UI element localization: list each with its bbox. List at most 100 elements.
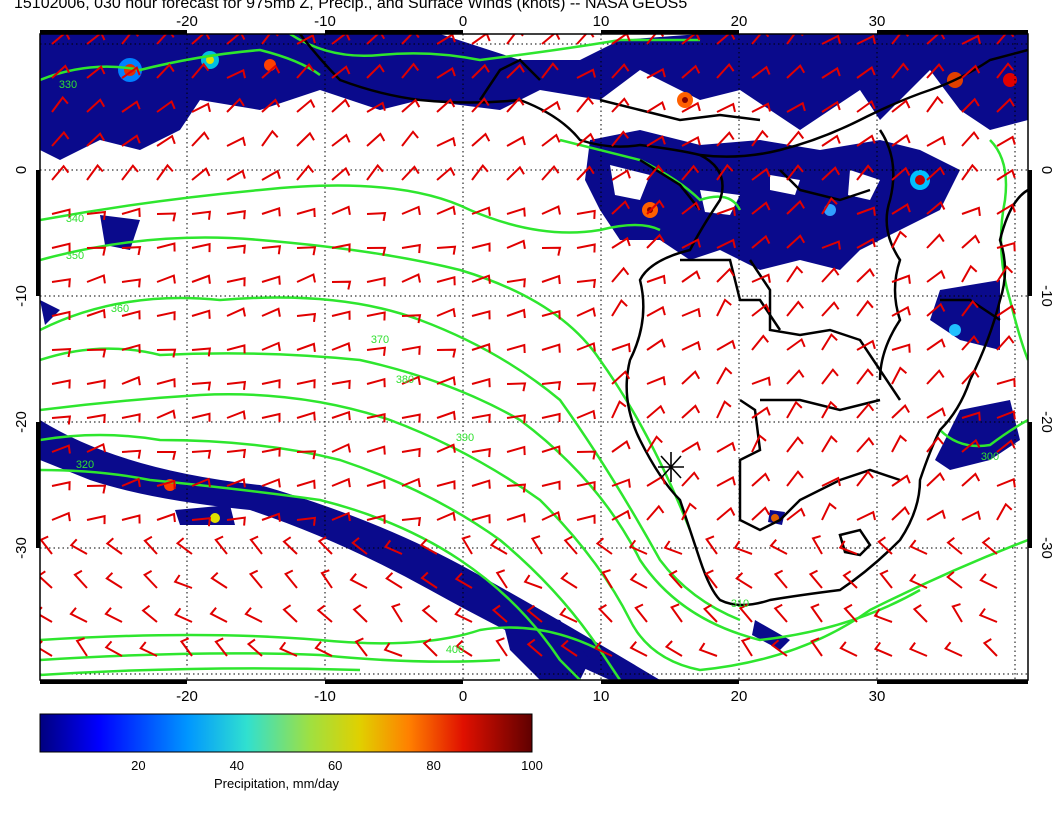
wind-barb xyxy=(996,62,1014,79)
wind-barb xyxy=(331,65,351,79)
wind-barb xyxy=(156,242,176,252)
wind-barb xyxy=(843,603,858,623)
wind-barb xyxy=(681,404,701,419)
wind-barb xyxy=(961,369,980,385)
wind-barb xyxy=(670,603,683,623)
wind-barb xyxy=(331,342,351,352)
wind-barb xyxy=(366,276,386,287)
wind-barb xyxy=(261,478,281,488)
wind-barb xyxy=(978,608,998,623)
lon-tick-label: 0 xyxy=(459,13,467,30)
wind-barb xyxy=(646,100,666,113)
wind-barb xyxy=(576,382,597,392)
wind-barb xyxy=(611,63,630,79)
wind-barb xyxy=(506,414,526,424)
wind-barb xyxy=(961,97,980,113)
wind-barb xyxy=(69,607,88,623)
wind-barb xyxy=(856,402,875,419)
wind-barb xyxy=(506,343,526,354)
wind-barb xyxy=(716,298,732,317)
wind-barb xyxy=(996,502,1013,521)
wind-barb xyxy=(331,410,351,421)
wind-barb xyxy=(681,201,701,215)
wind-barb xyxy=(842,570,858,589)
wind-barb xyxy=(681,64,701,79)
wind-barb xyxy=(471,132,491,147)
wind-barb xyxy=(982,638,998,657)
wind-barb xyxy=(226,136,246,147)
lat-tick-label: -30 xyxy=(13,537,30,559)
wind-barb xyxy=(156,34,175,45)
wind-barb xyxy=(191,210,212,220)
wind-barb xyxy=(296,164,315,181)
wind-barb xyxy=(401,165,420,181)
wind-barb xyxy=(541,343,561,353)
map-frame xyxy=(39,33,1029,681)
wind-barb xyxy=(738,603,753,623)
wind-barb xyxy=(366,445,386,455)
wind-barb xyxy=(401,447,421,458)
lat-tick-label: 0 xyxy=(1038,166,1055,174)
wind-barb xyxy=(366,63,385,79)
wind-barb xyxy=(646,475,666,487)
wind-barb xyxy=(156,378,176,388)
wind-barb xyxy=(401,130,419,147)
wind-barb xyxy=(104,640,123,657)
wind-barb xyxy=(961,64,981,79)
wind-barb xyxy=(681,270,701,283)
wind-barb xyxy=(646,67,666,79)
wind-barb xyxy=(191,477,211,488)
lat-tick-label: -20 xyxy=(1038,411,1055,433)
wind-barb xyxy=(821,301,840,317)
wind-barb xyxy=(926,509,946,521)
lon-tick-label: 0 xyxy=(459,688,467,705)
wind-barb xyxy=(926,407,946,419)
wind-barb xyxy=(354,637,368,657)
wind-barb xyxy=(996,168,1016,181)
wind-barb xyxy=(611,169,631,181)
wind-barb xyxy=(716,163,734,181)
wind-barb xyxy=(681,441,701,453)
wind-barb xyxy=(595,537,613,555)
wind-barb xyxy=(856,99,876,113)
wind-barb xyxy=(821,34,841,45)
wind-barb xyxy=(856,267,875,283)
contour-label: 320 xyxy=(76,459,94,471)
wind-barb xyxy=(611,400,627,419)
wind-barb xyxy=(926,269,946,283)
wind-barb xyxy=(996,477,1016,488)
wind-barb xyxy=(733,540,753,555)
wind-barb xyxy=(716,339,736,351)
wind-barb xyxy=(121,164,139,181)
wind-barb xyxy=(716,366,733,385)
wind-barb xyxy=(821,476,841,487)
latitude-labels-right: 0 -10 -20 -30 xyxy=(1038,166,1055,559)
wind-barbs xyxy=(40,34,1016,657)
wind-barb xyxy=(611,440,631,453)
wind-barb xyxy=(786,337,806,351)
wind-barb xyxy=(786,470,804,487)
wind-barb xyxy=(471,274,491,284)
wind-barb xyxy=(51,348,72,358)
lon-tick-label: 10 xyxy=(593,13,610,30)
wind-barb xyxy=(506,207,526,217)
wind-barb xyxy=(821,197,838,215)
wind-barb xyxy=(996,334,1015,351)
wind-barb xyxy=(86,246,107,256)
wind-barb xyxy=(209,607,228,623)
wind-barb xyxy=(839,641,858,657)
wind-barb xyxy=(716,267,735,283)
wind-barb xyxy=(506,382,527,392)
wind-barb xyxy=(773,603,788,623)
wind-barb xyxy=(981,536,998,555)
wind-barb xyxy=(716,506,736,521)
longitude-labels-bottom: -20 -10 0 10 20 30 xyxy=(176,688,885,705)
wind-barb xyxy=(156,99,176,113)
colorbar-tick-label: 20 xyxy=(131,758,146,773)
wind-barb xyxy=(856,470,874,487)
wind-barb xyxy=(526,604,543,623)
wind-barb xyxy=(226,344,246,354)
wind-barb xyxy=(786,300,804,317)
lon-tick-label: 10 xyxy=(593,688,610,705)
wind-barb xyxy=(506,483,527,493)
